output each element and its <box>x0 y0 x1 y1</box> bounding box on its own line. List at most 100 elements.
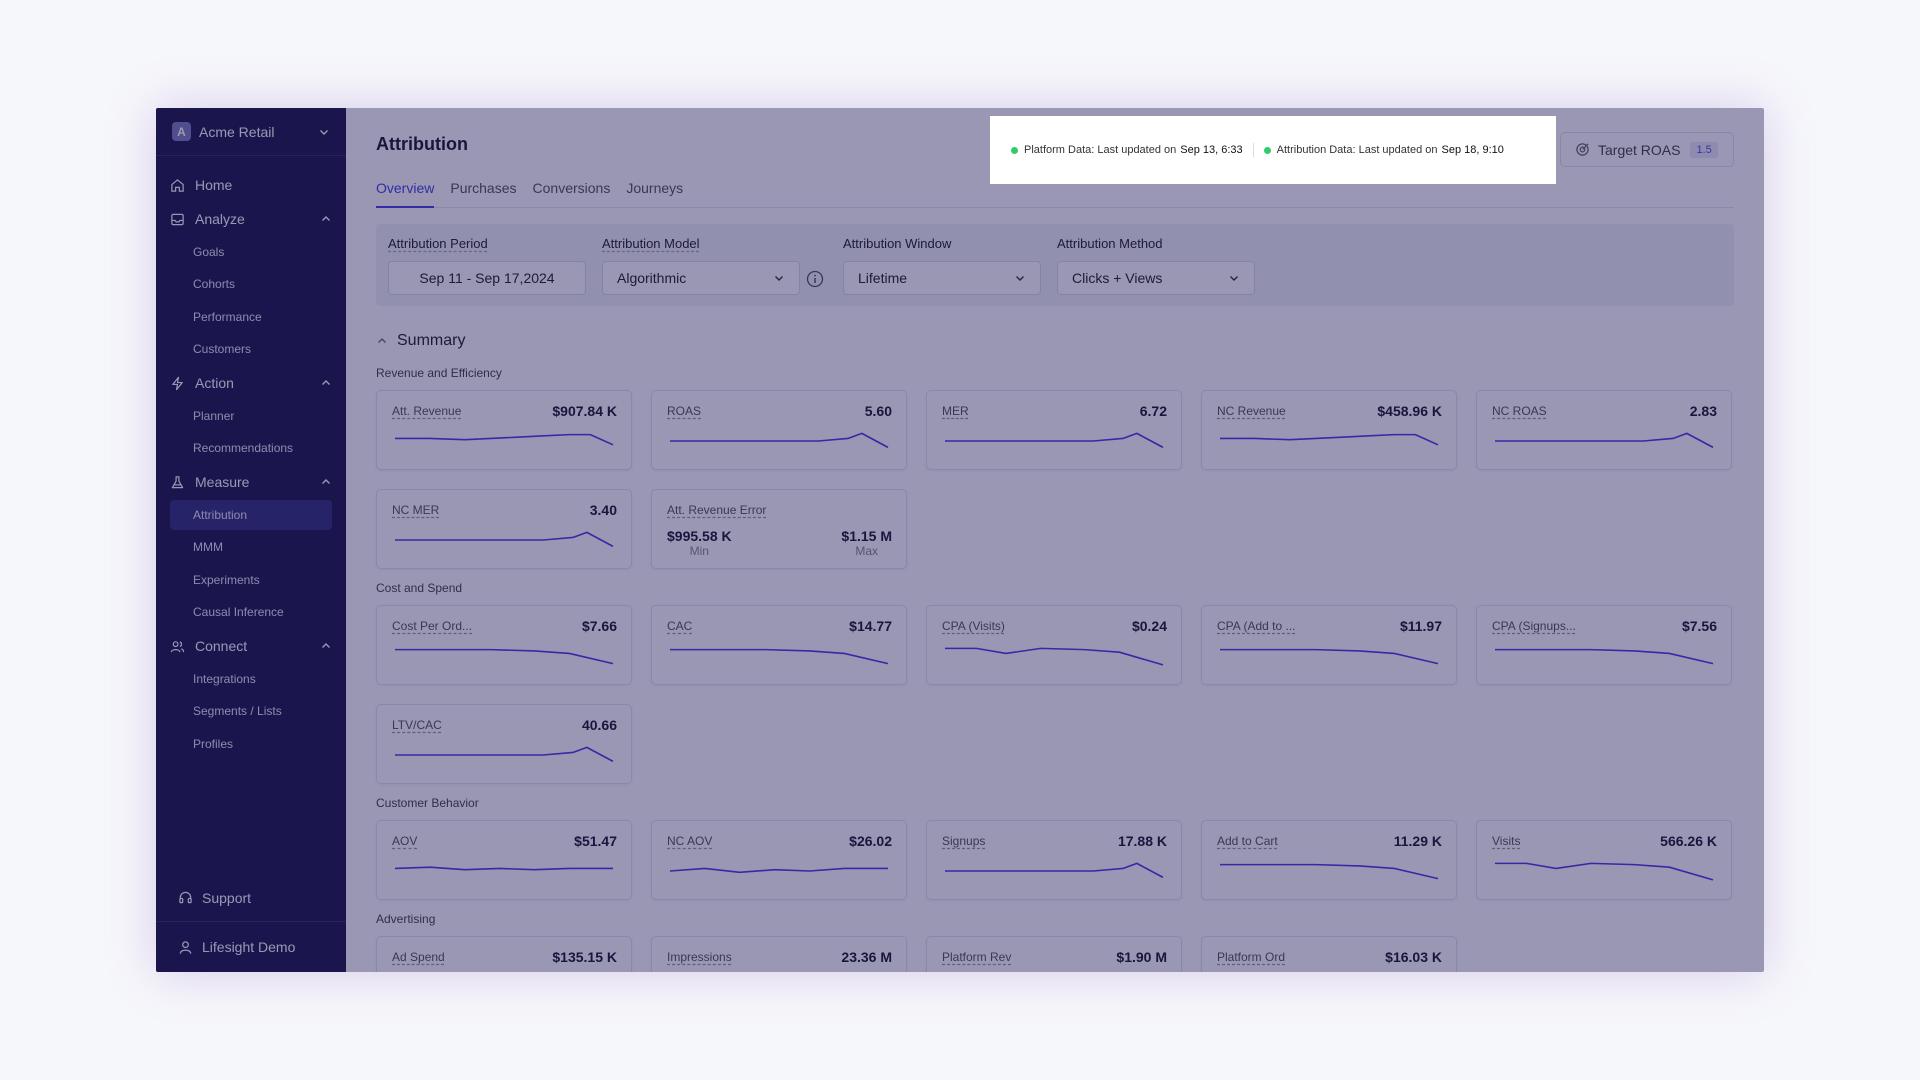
metric-value: 11.29 K <box>1393 833 1442 849</box>
sidebar-group-connect[interactable]: Connect <box>170 631 332 661</box>
metric-name: Platform Rev <box>942 950 1012 964</box>
metric-card[interactable]: CPA (Visits) $0.24 <box>926 605 1182 685</box>
metric-card[interactable]: ROAS 5.60 <box>651 390 907 470</box>
attribution-period-picker[interactable]: Sep 11 - Sep 17,2024 <box>388 261 586 295</box>
tab-conversions[interactable]: Conversions <box>532 180 611 196</box>
filter-label: Attribution Model <box>602 236 700 251</box>
metric-value: $51.47 <box>574 833 617 849</box>
metric-value: 17.88 K <box>1117 833 1167 849</box>
sidebar-group-label: Analyze <box>195 211 245 227</box>
sidebar-item-mmm[interactable]: MMM <box>193 540 223 554</box>
metric-card[interactable]: NC Revenue $458.96 K <box>1201 390 1457 470</box>
support-link[interactable]: Support <box>156 874 346 922</box>
sidebar-group-analyze[interactable]: Analyze <box>170 204 332 234</box>
section-label: Customer Behavior <box>376 796 479 810</box>
user-menu[interactable]: Lifesight Demo <box>156 922 346 972</box>
metric-card[interactable]: Signups 17.88 K <box>926 820 1182 900</box>
attribution-method-select[interactable]: Clicks + Views <box>1057 261 1255 295</box>
metric-value: $135.15 K <box>552 949 617 965</box>
metric-value: $26.02 <box>849 833 892 849</box>
sidebar-group-label: Action <box>195 375 234 391</box>
sparkline <box>1220 642 1438 670</box>
metric-value: 40.66 <box>581 717 617 733</box>
sidebar-item-goals[interactable]: Goals <box>193 244 225 259</box>
sidebar-item-performance[interactable]: Performance <box>193 309 262 324</box>
metric-card[interactable]: Visits 566.26 K <box>1476 820 1732 900</box>
summary-toggle[interactable]: Summary <box>376 332 1734 350</box>
chevron-up-icon <box>322 479 330 484</box>
sidebar-item-home[interactable]: Home <box>170 170 332 200</box>
attribution-method-filter: Attribution Method Clicks + Views <box>1057 236 1255 295</box>
sidebar-item-profiles[interactable]: Profiles <box>193 736 234 751</box>
metric-card[interactable]: CAC $14.77 <box>651 605 907 685</box>
metric-card[interactable]: Ad Spend $135.15 K <box>376 936 632 972</box>
tab-journeys[interactable]: Journeys <box>626 180 684 196</box>
sidebar-item-attribution[interactable]: Attribution <box>170 499 332 530</box>
metric-name: ROAS <box>667 404 702 418</box>
attribution-window-select[interactable]: Lifetime <box>843 261 1041 295</box>
metric-card[interactable]: CPA (Add to ... $11.97 <box>1201 605 1457 685</box>
sidebar-item-customers[interactable]: Customers <box>193 342 252 356</box>
sidebar-group-action[interactable]: Action <box>170 368 332 398</box>
sparkline <box>945 857 1163 885</box>
sidebar-item-integrations[interactable]: Integrations <box>193 671 256 686</box>
metric-card[interactable]: Cost Per Ord... $7.66 <box>376 605 632 685</box>
org-name: Acme Retail <box>199 123 275 140</box>
sidebar-group-measure[interactable]: Measure <box>170 467 332 497</box>
user-icon <box>178 940 193 955</box>
target-roas-button[interactable]: Target ROAS 1.5 <box>1560 132 1734 167</box>
metric-name: LTV/CAC <box>392 718 442 732</box>
tab-bar: Overview Purchases Conversions Journeys <box>376 180 1734 208</box>
metric-card[interactable]: CPA (Signups... $7.56 <box>1476 605 1732 685</box>
status-dot-icon <box>1011 146 1018 154</box>
attribution-data-status: Attribution Data: Last updated on Sep 18… <box>1263 144 1504 156</box>
metric-name: CAC <box>667 619 693 633</box>
platform-data-status: Platform Data: Last updated on Sep 13, 6… <box>1011 144 1243 156</box>
attribution-window-filter: Attribution Window Lifetime <box>843 236 1041 295</box>
metric-card[interactable]: Platform Rev $1.90 M <box>926 936 1182 972</box>
section-label: Cost and Spend <box>376 581 463 595</box>
metric-card[interactable]: MER 6.72 <box>926 390 1182 470</box>
info-icon[interactable] <box>806 270 824 288</box>
error-min-value: $995.58 K <box>667 528 732 544</box>
attribution-model-filter: Attribution Model Algorithmic <box>602 236 800 295</box>
org-switcher[interactable]: A Acme Retail <box>156 108 346 156</box>
metric-card[interactable]: LTV/CAC 40.66 <box>376 704 632 784</box>
sparkline <box>1220 427 1438 455</box>
chevron-up-icon <box>322 380 330 385</box>
sidebar-item-cohorts[interactable]: Cohorts <box>193 277 236 291</box>
metric-value: 6.72 <box>1139 403 1167 419</box>
metric-card[interactable]: NC MER 3.40 <box>376 489 632 569</box>
metric-card[interactable]: Add to Cart 11.29 K <box>1201 820 1457 900</box>
metric-card[interactable]: NC AOV $26.02 <box>651 820 907 900</box>
metric-card[interactable]: Impressions 23.36 M <box>651 936 907 972</box>
metric-card[interactable]: Att. Revenue $907.84 K <box>376 390 632 470</box>
error-max-value: $1.15 M <box>841 528 892 544</box>
attribution-period-value: Sep 11 - Sep 17,2024 <box>419 270 555 286</box>
sidebar-item-recommendations[interactable]: Recommendations <box>193 441 294 455</box>
filter-label: Attribution Window <box>843 236 952 251</box>
metric-card[interactable]: AOV $51.47 <box>376 820 632 900</box>
sidebar-item-causal-inference[interactable]: Causal Inference <box>193 605 284 619</box>
sidebar-item-segments-lists[interactable]: Segments / Lists <box>193 704 282 718</box>
status-value: Sep 13, 6:33 <box>1180 144 1243 156</box>
metric-card[interactable]: Platform Ord $16.03 K <box>1201 936 1457 972</box>
sparkline <box>1495 427 1713 455</box>
attribution-model-select[interactable]: Algorithmic <box>602 261 800 295</box>
sidebar-item-experiments[interactable]: Experiments <box>193 572 260 587</box>
metric-value: 3.40 <box>589 502 617 518</box>
metric-card[interactable]: NC ROAS 2.83 <box>1476 390 1732 470</box>
sparkline <box>1495 857 1713 885</box>
metric-value: 23.36 M <box>841 949 892 965</box>
tab-purchases[interactable]: Purchases <box>450 180 517 196</box>
metric-name: Att. Revenue <box>392 404 462 418</box>
metric-value: $7.56 <box>1681 618 1717 634</box>
sidebar: A Acme Retail Home Analyze Goals Cohorts… <box>156 108 346 972</box>
metric-grid: Ad Spend $135.15 K Impressions 23.36 M Pla… <box>376 936 1734 972</box>
tab-overview[interactable]: Overview <box>376 180 435 208</box>
sidebar-item-planner[interactable]: Planner <box>193 408 235 423</box>
sidebar-footer: Support Lifesight Demo <box>156 874 346 972</box>
metric-name: Add to Cart <box>1217 834 1278 848</box>
sparkline <box>1220 857 1438 885</box>
